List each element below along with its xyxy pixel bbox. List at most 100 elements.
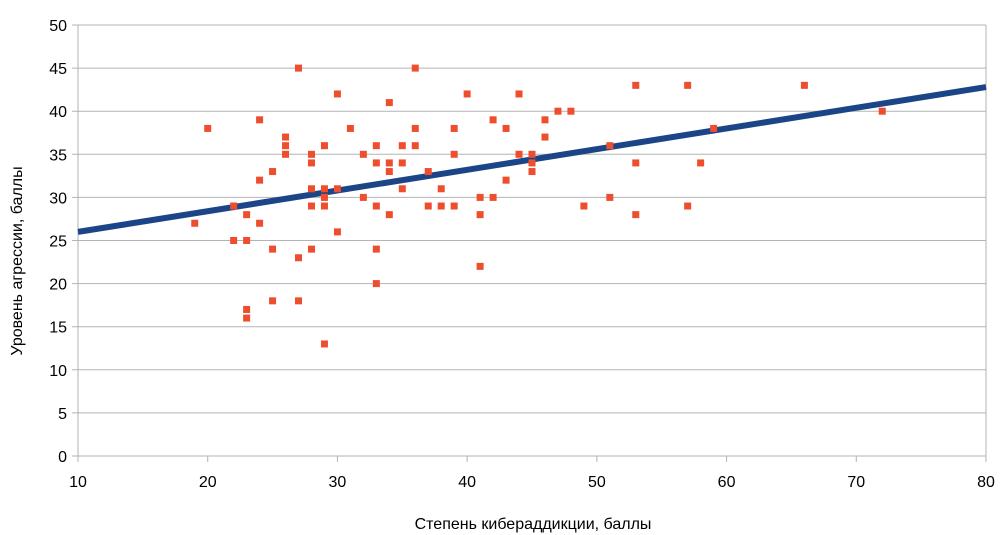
data-point (256, 219, 264, 227)
data-point (191, 219, 199, 227)
data-point (684, 81, 692, 89)
data-point (295, 64, 303, 72)
data-point (450, 202, 458, 210)
x-tick-label: 60 (718, 474, 736, 491)
data-point (554, 107, 562, 115)
data-point (320, 340, 328, 348)
data-point (282, 142, 290, 150)
data-point (450, 150, 458, 158)
data-point (411, 142, 419, 150)
data-point (282, 133, 290, 141)
y-tick-label: 10 (49, 363, 67, 380)
data-point (243, 211, 251, 219)
data-point (476, 193, 484, 201)
data-point (385, 159, 393, 167)
data-point (411, 124, 419, 132)
data-point (372, 202, 380, 210)
data-point (307, 159, 315, 167)
y-tick-label: 50 (49, 18, 67, 35)
data-point (567, 107, 575, 115)
data-point (606, 193, 614, 201)
y-tick-label: 45 (49, 61, 67, 78)
data-point (528, 150, 536, 158)
data-point (372, 159, 380, 167)
data-point (502, 124, 510, 132)
data-point (359, 193, 367, 201)
data-point (385, 168, 393, 176)
data-point (320, 185, 328, 193)
x-tick-label: 30 (329, 474, 347, 491)
data-point (632, 159, 640, 167)
y-tick-label: 40 (49, 104, 67, 121)
y-tick-label: 5 (58, 406, 67, 423)
y-tick-label: 20 (49, 277, 67, 294)
y-tick-label: 15 (49, 320, 67, 337)
data-point (515, 90, 523, 98)
data-point (359, 150, 367, 158)
data-point (333, 185, 341, 193)
data-point (243, 237, 251, 244)
data-point (230, 237, 238, 244)
x-axis-title: Степень кибераддикции, баллы (415, 516, 652, 533)
data-point (476, 211, 484, 219)
data-point (269, 168, 277, 176)
data-point (697, 159, 705, 167)
data-point (269, 245, 277, 253)
gridlines (72, 24, 986, 457)
data-point (243, 305, 251, 313)
data-point (295, 297, 303, 305)
y-tick-label: 25 (49, 234, 67, 251)
y-tick-label: 30 (49, 190, 67, 207)
data-point (320, 142, 328, 150)
data-point (346, 124, 354, 132)
data-point (398, 142, 406, 150)
data-point (424, 168, 432, 176)
x-tick-label: 80 (977, 474, 995, 491)
data-point (632, 211, 640, 219)
data-point (606, 142, 614, 150)
y-tick-label: 0 (58, 449, 67, 466)
y-tick-label: 35 (49, 147, 67, 164)
x-tick-label: 50 (588, 474, 606, 491)
x-tick-label: 70 (847, 474, 865, 491)
data-point (437, 202, 445, 210)
data-point (684, 202, 692, 210)
data-point (295, 254, 303, 262)
data-point (710, 124, 718, 132)
data-point (437, 185, 445, 193)
data-point (398, 185, 406, 193)
data-point (515, 150, 523, 158)
data-point (372, 280, 380, 288)
x-tick-label: 10 (69, 474, 87, 491)
tick-labels: 0 5 10 15 20 25 30 35 40 45 50 10 20 30 40 50 60 70 80 (49, 18, 995, 491)
y-axis-title: Уровень агрессии, баллы (9, 166, 26, 355)
data-point (541, 116, 549, 124)
data-point (372, 142, 380, 150)
data-point (476, 262, 484, 270)
data-point (307, 185, 315, 193)
x-tick-label: 40 (458, 474, 476, 491)
data-point (800, 81, 808, 89)
data-point (307, 150, 315, 158)
data-point (333, 90, 341, 98)
data-point (489, 193, 497, 201)
axes (77, 25, 987, 462)
data-point (450, 124, 458, 132)
data-point (411, 64, 419, 72)
data-point (269, 297, 277, 305)
data-point (307, 245, 315, 253)
data-point (502, 176, 510, 184)
data-point (398, 159, 406, 167)
data-point (282, 150, 290, 158)
x-tick-label: 20 (199, 474, 217, 491)
data-point (424, 202, 432, 210)
data-point (256, 176, 264, 184)
data-point (580, 202, 588, 210)
data-point (256, 116, 264, 124)
data-point (463, 90, 471, 98)
data-point (243, 314, 251, 322)
data-point (632, 81, 640, 89)
data-point (541, 133, 549, 141)
data-point (333, 228, 341, 236)
